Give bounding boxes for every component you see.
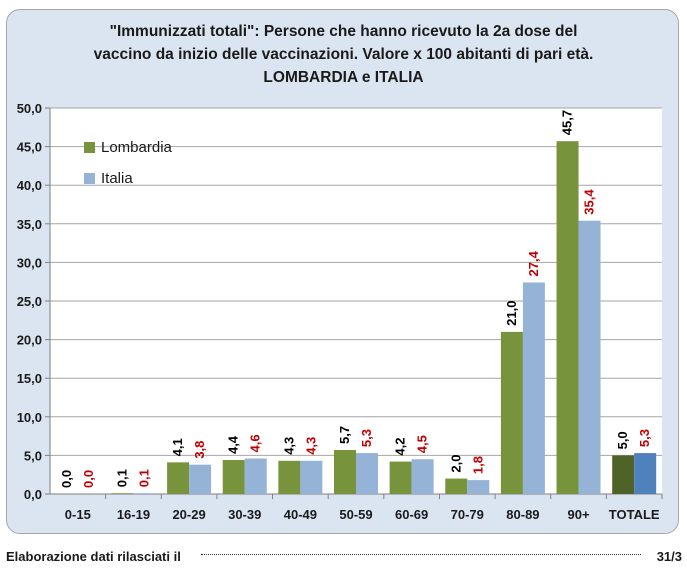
legend-label-lombardia: Lombardia — [101, 139, 173, 156]
data-label-lombardia: 0,1 — [114, 469, 129, 487]
x-tick-label: 50-59 — [339, 507, 372, 522]
bar-italia-20-29 — [189, 464, 212, 494]
y-tick-label: 50,0 — [17, 101, 42, 116]
bar-italia-70-79 — [467, 480, 490, 494]
footer: Elaborazione dati rilasciati il 31/3 — [6, 549, 682, 567]
x-tick-label: 20-29 — [172, 507, 205, 522]
bar-italia-40-49 — [300, 460, 323, 494]
bar-lombardia-60-69 — [389, 461, 412, 494]
bar-lombardia-70-79 — [445, 478, 468, 494]
bar-lombardia-totale — [612, 455, 635, 494]
y-tick-label: 0,0 — [24, 487, 42, 502]
title-line-3: LOMBARDIA e ITALIA — [263, 69, 424, 86]
bar-italia-60-69 — [411, 459, 434, 494]
data-label-italia: 0,0 — [81, 470, 96, 488]
data-label-lombardia: 4,4 — [226, 435, 241, 454]
data-label-italia: 4,3 — [303, 437, 318, 455]
data-label-italia: 4,5 — [415, 435, 430, 453]
bar-lombardia-16-19 — [111, 493, 134, 494]
y-tick-label: 20,0 — [17, 333, 42, 348]
bar-italia-50-59 — [356, 453, 378, 494]
bar-lombardia-80-89 — [500, 331, 523, 494]
y-tick-label: 15,0 — [17, 371, 42, 386]
x-tick-label: 90+ — [568, 507, 590, 522]
data-label-italia: 0,1 — [136, 469, 151, 487]
legend-swatch-italia — [84, 173, 95, 184]
title-line-1: "Immunizzati totali": Persone che hanno … — [109, 23, 578, 40]
chart-title: "Immunizzati totali": Persone che hanno … — [0, 20, 687, 89]
y-tick-label: 30,0 — [17, 255, 42, 270]
bar-italia-16-19 — [133, 493, 156, 494]
x-tick-label: 30-39 — [228, 507, 261, 522]
bar-lombardia-20-29 — [167, 462, 190, 494]
y-tick-label: 40,0 — [17, 178, 42, 193]
bar-lombardia-30-39 — [222, 460, 245, 494]
bar-lombardia-90+ — [556, 141, 579, 495]
x-tick-label: 16-19 — [117, 507, 150, 522]
data-label-italia: 4,6 — [248, 434, 263, 452]
data-label-lombardia: 0,0 — [59, 470, 74, 488]
data-label-italia: 5,3 — [359, 429, 374, 447]
footer-text: Elaborazione dati rilasciati il — [6, 549, 181, 564]
bar-lombardia-50-59 — [334, 449, 356, 494]
bar-italia-80-89 — [522, 282, 545, 494]
bar-chart: 0,0 5,0 10,0 15,0 20,0 25,0 30,0 35,0 40,0 45,0 50… — [17, 101, 663, 522]
bar-lombardia-40-49 — [278, 460, 301, 494]
bar-italia-totale — [634, 453, 657, 494]
y-tick-label: 45,0 — [17, 140, 42, 155]
data-label-lombardia: 45,7 — [560, 110, 575, 135]
data-label-lombardia: 21,0 — [504, 301, 519, 326]
data-label-lombardia: 5,0 — [615, 431, 630, 449]
x-tick-label: TOTALE — [609, 507, 660, 522]
data-label-lombardia: 4,2 — [393, 437, 408, 455]
data-label-lombardia: 5,7 — [337, 426, 352, 444]
title-line-2: vaccino da inizio delle vaccinazioni. Va… — [93, 46, 594, 63]
x-tick-label: 80-89 — [506, 507, 539, 522]
data-label-lombardia: 4,3 — [281, 437, 296, 455]
data-label-lombardia: 4,1 — [170, 438, 185, 456]
x-tick-label: 40-49 — [284, 507, 317, 522]
data-label-italia: 35,4 — [582, 189, 597, 215]
y-tick-label: 10,0 — [17, 410, 42, 425]
y-tick-label: 35,0 — [17, 217, 42, 232]
data-label-italia: 27,4 — [526, 250, 541, 276]
y-tick-label: 25,0 — [17, 294, 42, 309]
y-tick-label: 5,0 — [24, 448, 42, 463]
x-tick-label: 0-15 — [65, 507, 91, 522]
legend-swatch-lombardia — [84, 142, 95, 153]
data-label-italia: 1,8 — [470, 456, 485, 474]
data-label-italia: 3,8 — [192, 441, 207, 459]
x-tick-label: 70-79 — [451, 507, 484, 522]
bar-italia-90+ — [578, 220, 601, 494]
footer-dotted-line — [201, 554, 641, 555]
footer-date: 31/3 — [656, 549, 682, 564]
x-tick-label: 60-69 — [395, 507, 428, 522]
data-label-lombardia: 2,0 — [448, 454, 463, 472]
bar-italia-30-39 — [244, 458, 267, 494]
legend-label-italia: Italia — [101, 170, 133, 187]
data-label-italia: 5,3 — [637, 429, 652, 447]
